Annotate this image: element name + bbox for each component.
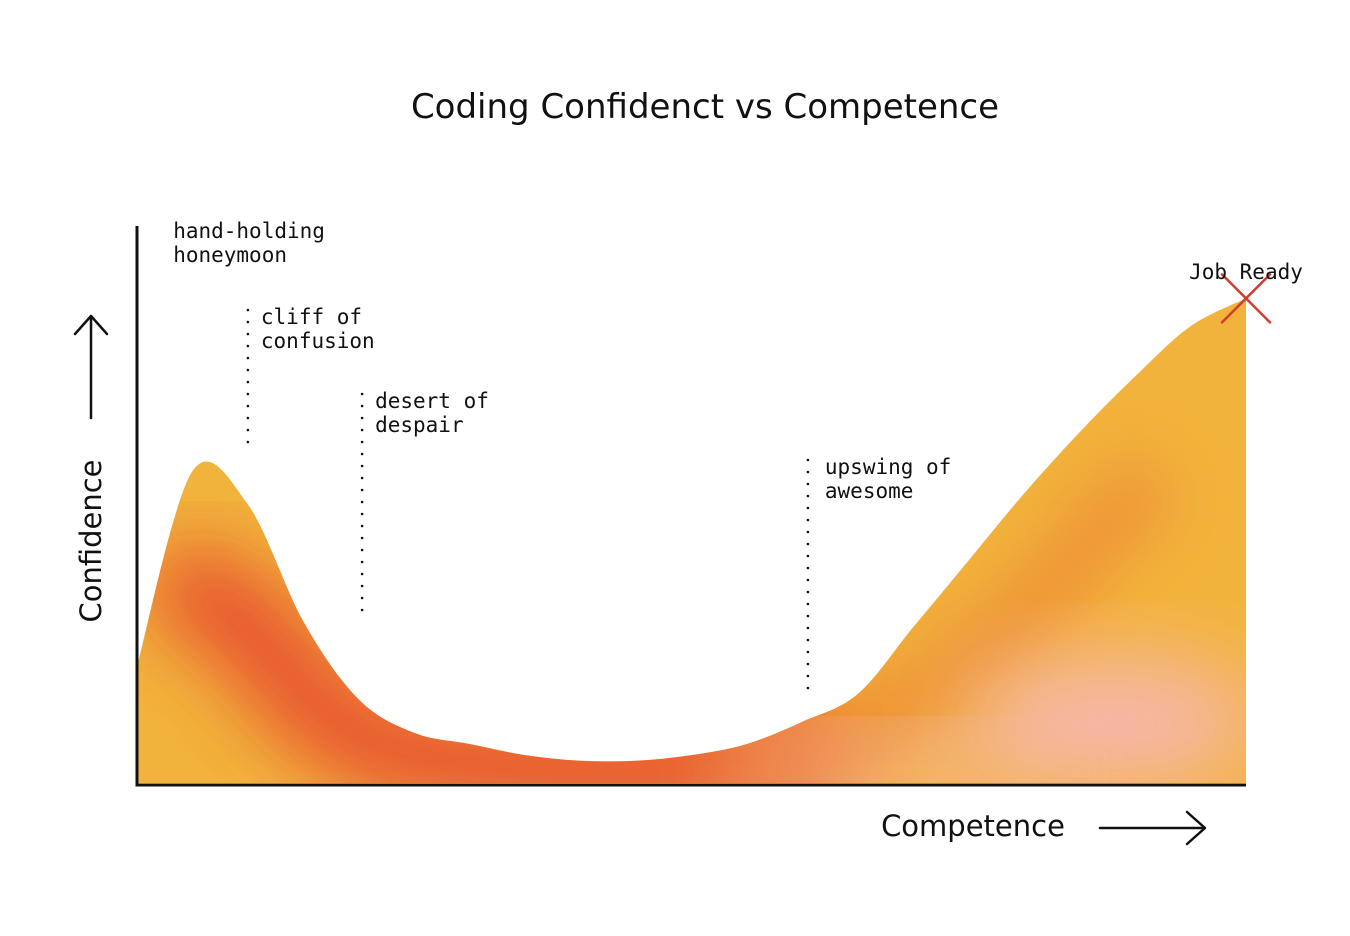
annotation-upswing-line: awesome	[825, 479, 914, 503]
guide-dot	[806, 662, 810, 666]
guide-dot	[246, 428, 250, 432]
guide-dot	[360, 560, 364, 564]
annotation-job-ready: Job Ready	[1189, 260, 1303, 284]
guide-dot	[360, 392, 364, 396]
guide-dot	[360, 464, 364, 468]
guide-dot	[360, 512, 364, 516]
guide-dot	[360, 440, 364, 444]
guide-dot	[806, 590, 810, 594]
annotation-desert-line: despair	[375, 413, 464, 437]
guide-dot	[360, 488, 364, 492]
guide-dot	[246, 332, 250, 336]
guide-dot	[360, 500, 364, 504]
guide-dot	[360, 548, 364, 552]
guide-dot	[246, 440, 250, 444]
y-axis-label: Confidence	[74, 459, 108, 622]
annotation-cliff-line: cliff of	[261, 305, 362, 329]
guide-dot	[360, 584, 364, 588]
guide-dot	[806, 470, 810, 474]
guide-dot	[806, 674, 810, 678]
annotation-guides	[246, 308, 810, 690]
guide-dot	[246, 308, 250, 312]
guide-dot	[360, 476, 364, 480]
guide-dot	[806, 626, 810, 630]
job-ready-x-marker-icon	[1220, 273, 1272, 324]
annotation-honeymoon-line: honeymoon	[173, 243, 287, 267]
annotation-desert: desert of despair	[375, 389, 489, 437]
guide-dot	[360, 524, 364, 528]
guide-dot	[246, 380, 250, 384]
guide-dot	[806, 614, 810, 618]
guide-dot	[806, 554, 810, 558]
annotation-upswing: upswing of awesome	[825, 455, 951, 503]
annotation-job-ready-line: Job Ready	[1189, 260, 1303, 284]
area-highlight-glow-2	[721, 741, 1062, 783]
guide-dot	[806, 542, 810, 546]
guide-dot	[806, 602, 810, 606]
annotation-upswing-line: upswing of	[825, 455, 951, 479]
confidence-area	[137, 298, 1246, 783]
annotation-desert-line: desert of	[375, 389, 489, 413]
guide-dot	[806, 518, 810, 522]
annotation-honeymoon: hand-holding honeymoon	[173, 219, 325, 267]
guide-dot	[806, 494, 810, 498]
guide-dot	[360, 596, 364, 600]
chart-title: Coding Confidenct vs Competence	[411, 87, 999, 127]
guide-dot	[360, 404, 364, 408]
x-axis-arrow-icon	[1098, 810, 1207, 846]
y-axis-arrow-icon	[73, 314, 109, 420]
annotation-cliff: cliff of confusion	[261, 305, 375, 353]
annotation-honeymoon-line: hand-holding	[173, 219, 325, 243]
area-highlight-glow	[962, 661, 1246, 782]
annotation-cliff-line: confusion	[261, 329, 375, 353]
guide-dot	[806, 506, 810, 510]
guide-dot	[246, 404, 250, 408]
guide-dot	[360, 572, 364, 576]
guide-dot	[246, 356, 250, 360]
guide-dot	[246, 368, 250, 372]
area-core-glow	[149, 548, 845, 783]
guide-dot	[246, 320, 250, 324]
guide-dot	[246, 344, 250, 348]
guide-dot	[360, 452, 364, 456]
guide-dot	[806, 566, 810, 570]
guide-dot	[806, 458, 810, 462]
guide-dot	[360, 428, 364, 432]
guide-dot	[246, 416, 250, 420]
guide-dot	[806, 578, 810, 582]
guide-dot	[806, 638, 810, 642]
guide-dot	[806, 482, 810, 486]
guide-dot	[806, 686, 810, 690]
guide-dot	[806, 530, 810, 534]
guide-dot	[806, 650, 810, 654]
x-axis-label: Competence	[881, 809, 1065, 843]
guide-dot	[360, 416, 364, 420]
guide-dot	[360, 608, 364, 612]
guide-dot	[360, 536, 364, 540]
guide-dot	[246, 392, 250, 396]
